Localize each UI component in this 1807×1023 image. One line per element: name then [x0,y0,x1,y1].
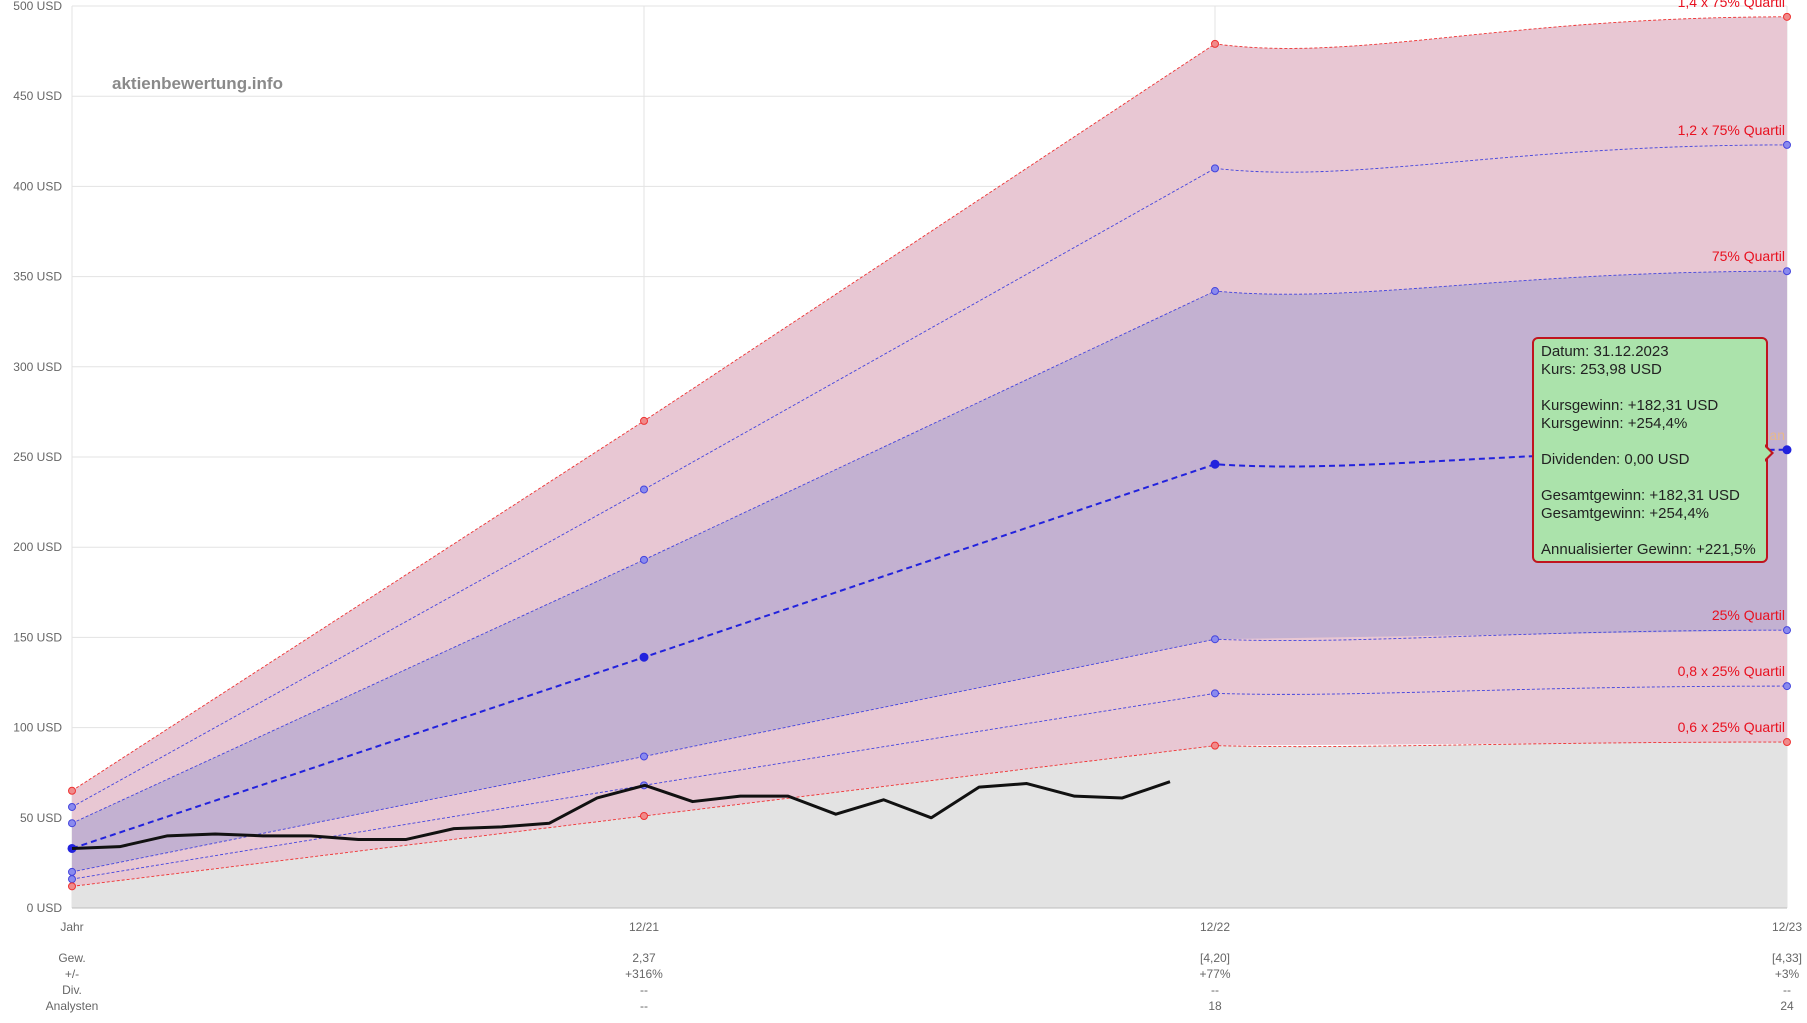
band-line [71,741,1788,887]
band-point[interactable] [1211,164,1219,173]
y-tick-label: 500 USD [13,0,62,13]
band-point[interactable] [1783,267,1791,276]
table-cell: [4,33] [1772,951,1802,965]
band-point[interactable] [68,875,76,884]
band-point[interactable] [639,652,649,662]
table-row-label: Gew. [58,951,85,965]
x-tick-label: 12/22 [1200,920,1230,934]
tooltip-line: Kursgewinn: +182,31 USD [1541,397,1719,414]
tooltip-gap [1541,523,1759,541]
table-cell: +316% [625,967,663,981]
price-line [71,780,1171,850]
y-tick-label: 400 USD [13,179,62,193]
tooltip: Datum: 31.12.2023 Kurs: 253,98 USD Kursgew… [1532,337,1768,563]
band-point[interactable] [68,819,76,828]
quartile-label: 25% Quartil [1712,607,1785,623]
watermark: aktienbewertung.info [112,74,283,93]
band-point[interactable] [1210,459,1220,469]
table-row-label: Div. [62,983,82,997]
tooltip-line: Datum: 31.12.2023 [1541,343,1669,360]
band-point[interactable] [68,882,76,891]
band-line [71,685,1788,880]
band-point[interactable] [1211,287,1219,296]
table-cell: +3% [1775,967,1800,981]
table-cell: 24 [1780,999,1794,1013]
band-line [71,16,1788,792]
table-cell: -- [640,999,648,1013]
base-fill [72,742,1787,908]
inner-band-fill [72,271,1787,872]
band-point[interactable] [1783,738,1791,747]
table-cell: -- [640,983,648,997]
price-series [71,780,1171,850]
table-row-label: Analysten [46,999,99,1013]
tooltip-line: Kursgewinn: +254,4% [1541,415,1688,432]
quartile-labels: 1,4 x 75% Quartil 1,2 x 75% Quartil 75% Qu… [1678,0,1785,735]
x-tick-label: 12/23 [1772,920,1802,934]
quartile-label: 0,8 x 25% Quartil [1678,663,1785,679]
tooltip-line: Gesamtgewinn: +182,31 USD [1541,487,1740,504]
tooltip-line: Gesamtgewinn: +254,4% [1541,505,1710,522]
quartile-label: 1,4 x 75% Quartil [1678,0,1785,10]
y-tick-label: 250 USD [13,450,62,464]
band-point[interactable] [1783,682,1791,691]
band-line [71,629,1788,873]
x-tick-label: Jahr [60,920,83,934]
quartile-label: 1,2 x 75% Quartil [1678,122,1785,138]
y-tick-label: 50 USD [20,811,62,825]
y-tick-label: 200 USD [13,540,62,554]
tooltip-gap [1541,433,1759,451]
data-table: Gew. +/- Div. Analysten 2,37 +316% -- -- [4,20] +… [46,951,1802,1013]
axes: 0 USD 50 USD 100 USD 150 USD 200 USD 250 USD 3… [13,0,1802,934]
x-tick-label: 12/21 [629,920,659,934]
band-point[interactable] [68,867,76,876]
band-line [71,270,1788,824]
tooltip-gap [1541,379,1759,397]
band-point[interactable] [1783,140,1791,149]
tooltip-gap [1541,469,1759,487]
quartile-label: 75% Quartil [1712,248,1785,264]
band-point[interactable] [640,752,648,761]
tooltip-arrow-inner [1764,446,1771,460]
band-lines [71,16,1788,887]
y-tick-label: 150 USD [13,630,62,644]
tooltip-line: Kurs: 253,98 USD [1541,361,1662,378]
y-tick-label: 350 USD [13,270,62,284]
table-cell: -- [1783,983,1791,997]
table-cell: [4,20] [1200,951,1230,965]
band-point[interactable] [68,786,76,795]
band-point[interactable] [640,811,648,820]
band-point[interactable] [1211,635,1219,644]
band-point[interactable] [1782,445,1792,455]
tooltip-line: Dividenden: 0,00 USD [1541,451,1690,468]
y-tick-label: 0 USD [27,901,63,915]
quartile-label: 0,6 x 25% Quartil [1678,719,1785,735]
band-point[interactable] [68,802,76,811]
band-point[interactable] [1211,39,1219,48]
y-tick-label: 100 USD [13,721,62,735]
table-cell: 18 [1208,999,1222,1013]
band-point[interactable] [1211,741,1219,750]
band-point[interactable] [640,416,648,425]
table-cell: +77% [1199,967,1230,981]
band-point[interactable] [1783,12,1791,21]
table-cell: -- [1211,983,1219,997]
band-line [71,448,1788,850]
band-point[interactable] [640,555,648,564]
band-point[interactable] [1783,626,1791,635]
y-tick-label: 300 USD [13,360,62,374]
tooltip-line: Annualisierter Gewinn: +221,5% [1541,541,1756,558]
band-fills [72,16,1787,908]
table-cell: 2,37 [632,951,656,965]
band-line [71,144,1788,808]
y-tick-label: 450 USD [13,89,62,103]
band-point[interactable] [1211,689,1219,698]
band-point[interactable] [640,485,648,494]
band-points[interactable] [67,12,1792,891]
table-row-label: +/- [65,967,79,981]
